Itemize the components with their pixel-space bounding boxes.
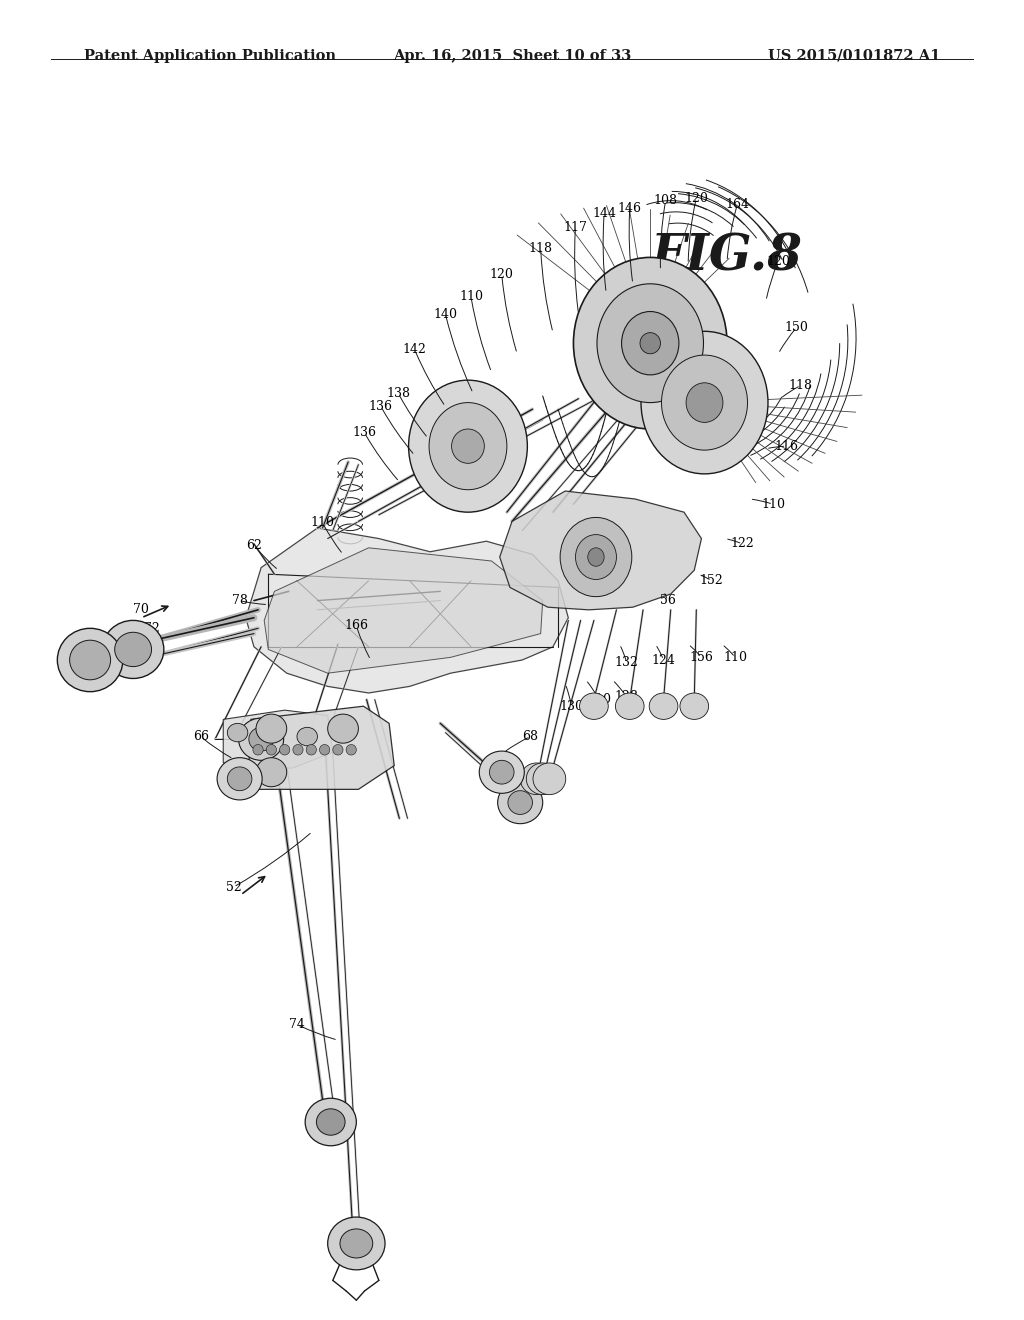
Ellipse shape bbox=[622, 312, 679, 375]
Ellipse shape bbox=[319, 744, 330, 755]
Text: 110: 110 bbox=[723, 651, 748, 664]
Ellipse shape bbox=[346, 744, 356, 755]
Ellipse shape bbox=[588, 548, 604, 566]
Text: 110: 110 bbox=[761, 498, 785, 511]
Text: 117: 117 bbox=[563, 220, 588, 234]
Ellipse shape bbox=[102, 620, 164, 678]
Ellipse shape bbox=[316, 1109, 345, 1135]
Text: 130: 130 bbox=[559, 700, 584, 713]
Ellipse shape bbox=[249, 727, 273, 751]
Text: 68: 68 bbox=[522, 730, 539, 743]
Ellipse shape bbox=[293, 744, 303, 755]
Text: 146: 146 bbox=[617, 202, 642, 215]
Text: 156: 156 bbox=[689, 651, 714, 664]
Text: 166: 166 bbox=[344, 619, 369, 632]
Text: 110: 110 bbox=[459, 290, 483, 304]
Text: 138: 138 bbox=[386, 387, 411, 400]
Text: 118: 118 bbox=[528, 242, 553, 255]
Text: 78: 78 bbox=[231, 594, 248, 607]
Ellipse shape bbox=[328, 1217, 385, 1270]
Ellipse shape bbox=[597, 284, 703, 403]
Text: 52: 52 bbox=[225, 880, 242, 894]
Polygon shape bbox=[248, 706, 394, 789]
Ellipse shape bbox=[489, 760, 514, 784]
Ellipse shape bbox=[508, 791, 532, 814]
Ellipse shape bbox=[297, 727, 317, 746]
Ellipse shape bbox=[306, 744, 316, 755]
Text: 108: 108 bbox=[653, 194, 678, 207]
Ellipse shape bbox=[217, 758, 262, 800]
Ellipse shape bbox=[409, 380, 527, 512]
Text: 150: 150 bbox=[784, 321, 809, 334]
Text: 72: 72 bbox=[143, 622, 160, 635]
Ellipse shape bbox=[680, 693, 709, 719]
Polygon shape bbox=[500, 491, 701, 610]
Text: 164: 164 bbox=[725, 198, 750, 211]
Text: 110: 110 bbox=[310, 516, 335, 529]
Ellipse shape bbox=[333, 744, 343, 755]
Ellipse shape bbox=[239, 718, 284, 760]
Ellipse shape bbox=[575, 535, 616, 579]
Ellipse shape bbox=[580, 693, 608, 719]
Ellipse shape bbox=[615, 693, 644, 719]
Ellipse shape bbox=[686, 383, 723, 422]
Text: 118: 118 bbox=[788, 379, 813, 392]
Ellipse shape bbox=[115, 632, 152, 667]
Text: 120: 120 bbox=[766, 255, 791, 268]
Text: 128: 128 bbox=[614, 690, 639, 704]
Text: 62: 62 bbox=[246, 539, 262, 552]
Ellipse shape bbox=[640, 333, 660, 354]
Text: Patent Application Publication: Patent Application Publication bbox=[84, 49, 336, 63]
Ellipse shape bbox=[526, 763, 559, 795]
Ellipse shape bbox=[498, 781, 543, 824]
Ellipse shape bbox=[253, 744, 263, 755]
Text: 120: 120 bbox=[684, 191, 709, 205]
Ellipse shape bbox=[328, 714, 358, 743]
Text: 120: 120 bbox=[489, 268, 514, 281]
Text: 122: 122 bbox=[730, 537, 755, 550]
Text: 70: 70 bbox=[133, 603, 150, 616]
Ellipse shape bbox=[532, 763, 565, 795]
Ellipse shape bbox=[280, 744, 290, 755]
Text: Apr. 16, 2015  Sheet 10 of 33: Apr. 16, 2015 Sheet 10 of 33 bbox=[393, 49, 631, 63]
Ellipse shape bbox=[520, 763, 553, 795]
Ellipse shape bbox=[641, 331, 768, 474]
Text: 136: 136 bbox=[352, 426, 377, 440]
Text: US 2015/0101872 A1: US 2015/0101872 A1 bbox=[768, 49, 940, 63]
Text: 74: 74 bbox=[289, 1018, 305, 1031]
Text: 140: 140 bbox=[433, 308, 458, 321]
Ellipse shape bbox=[264, 719, 285, 738]
Ellipse shape bbox=[479, 751, 524, 793]
Text: 124: 124 bbox=[651, 653, 676, 667]
Ellipse shape bbox=[305, 1098, 356, 1146]
Ellipse shape bbox=[256, 758, 287, 787]
Ellipse shape bbox=[266, 744, 276, 755]
Text: 110: 110 bbox=[587, 693, 611, 706]
Polygon shape bbox=[264, 548, 543, 673]
Text: 116: 116 bbox=[774, 440, 799, 453]
Ellipse shape bbox=[70, 640, 111, 680]
Ellipse shape bbox=[340, 1229, 373, 1258]
Ellipse shape bbox=[227, 723, 248, 742]
Ellipse shape bbox=[649, 693, 678, 719]
Polygon shape bbox=[246, 528, 568, 693]
Text: 144: 144 bbox=[592, 207, 616, 220]
Ellipse shape bbox=[57, 628, 123, 692]
Text: 152: 152 bbox=[699, 574, 724, 587]
Ellipse shape bbox=[227, 767, 252, 791]
Ellipse shape bbox=[429, 403, 507, 490]
Text: 66: 66 bbox=[193, 730, 209, 743]
Ellipse shape bbox=[256, 714, 287, 743]
Text: FIG.8: FIG.8 bbox=[650, 232, 802, 282]
Polygon shape bbox=[223, 710, 333, 768]
Text: 142: 142 bbox=[402, 343, 427, 356]
Ellipse shape bbox=[452, 429, 484, 463]
Text: 132: 132 bbox=[614, 656, 639, 669]
Text: 136: 136 bbox=[369, 400, 393, 413]
Ellipse shape bbox=[573, 257, 727, 429]
Ellipse shape bbox=[560, 517, 632, 597]
Ellipse shape bbox=[662, 355, 748, 450]
Text: 56: 56 bbox=[659, 594, 676, 607]
